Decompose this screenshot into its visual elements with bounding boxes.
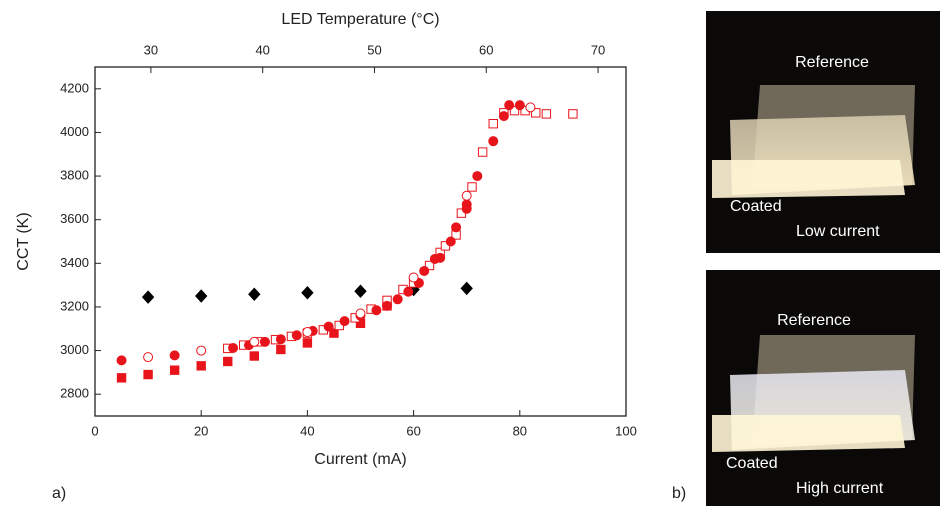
photo: Reference Coated Low current	[706, 11, 940, 253]
marker	[498, 111, 509, 122]
marker	[302, 338, 313, 348]
photo-label: Coated	[730, 198, 782, 215]
x-tick-label: 60	[406, 423, 420, 438]
marker	[116, 373, 127, 383]
marker	[143, 369, 153, 380]
marker	[514, 100, 525, 111]
photo: Reference Coated High current	[706, 270, 940, 506]
y-tick-label: 3800	[60, 168, 89, 183]
marker	[509, 105, 520, 116]
y-tick-label: 4200	[60, 80, 89, 95]
marker	[472, 171, 483, 182]
marker	[392, 294, 403, 305]
marker	[249, 351, 260, 361]
plot-frame	[94, 66, 627, 417]
x2-tick-label: 70	[591, 42, 605, 57]
marker	[467, 182, 477, 192]
photo-label: High current	[796, 480, 884, 497]
marker	[248, 287, 261, 302]
marker	[228, 342, 239, 353]
marker	[460, 281, 473, 296]
marker	[329, 328, 339, 338]
y-tick-label: 3000	[60, 342, 89, 357]
marker	[525, 102, 536, 113]
marker	[195, 289, 208, 303]
marker	[323, 321, 334, 332]
marker	[445, 236, 456, 247]
marker	[531, 108, 541, 118]
marker	[339, 316, 350, 327]
marker	[301, 286, 314, 300]
y-tick-label: 4000	[60, 124, 89, 139]
marker	[408, 272, 419, 283]
marker	[461, 190, 472, 201]
marker	[116, 355, 127, 366]
y-tick-label: 3600	[60, 211, 89, 226]
marker	[169, 350, 180, 361]
marker	[371, 305, 382, 316]
marker	[275, 334, 286, 345]
marker	[424, 260, 435, 271]
x-tick-label: 0	[91, 423, 98, 438]
x2-tick-label: 60	[479, 42, 493, 57]
photo-label: Low current	[796, 223, 880, 240]
y-axis-title: CCT (K)	[15, 212, 32, 270]
marker	[451, 222, 462, 233]
marker	[541, 109, 552, 119]
marker	[223, 356, 233, 367]
photo-label: Coated	[726, 455, 778, 472]
photo-label: Reference	[777, 312, 851, 329]
marker	[169, 365, 180, 375]
marker	[477, 147, 488, 157]
y-tick-label: 2800	[60, 386, 89, 401]
y-tick-label: 3200	[60, 298, 89, 313]
marker	[196, 345, 207, 356]
y-tick-label: 3400	[60, 255, 89, 270]
marker	[302, 327, 313, 338]
x-tick-label: 20	[194, 423, 208, 438]
x2-axis-title: LED Temperature (°C)	[281, 11, 439, 28]
x-axis-title: Current (mA)	[314, 451, 406, 468]
marker	[504, 100, 515, 111]
x2-tick-label: 30	[144, 42, 158, 57]
photo-label: Reference	[795, 54, 869, 71]
marker	[488, 136, 499, 147]
x-tick-label: 40	[300, 423, 314, 438]
x-tick-label: 80	[513, 423, 527, 438]
marker	[488, 119, 498, 129]
x-tick-label: 100	[615, 423, 637, 438]
marker	[291, 330, 302, 341]
marker	[568, 109, 578, 119]
marker	[143, 352, 154, 363]
marker	[382, 300, 393, 311]
marker	[355, 308, 366, 319]
marker	[435, 252, 446, 263]
marker	[354, 284, 367, 298]
marker	[259, 336, 270, 347]
x2-tick-label: 40	[255, 42, 269, 57]
x2-tick-label: 50	[367, 42, 381, 57]
marker	[461, 199, 472, 210]
marker	[141, 290, 155, 304]
marker	[276, 344, 286, 355]
marker	[196, 361, 206, 371]
panel-label: a)	[52, 485, 66, 502]
marker	[419, 265, 430, 276]
marker	[249, 336, 260, 347]
marker	[403, 286, 414, 297]
panel-label: b)	[672, 485, 686, 502]
